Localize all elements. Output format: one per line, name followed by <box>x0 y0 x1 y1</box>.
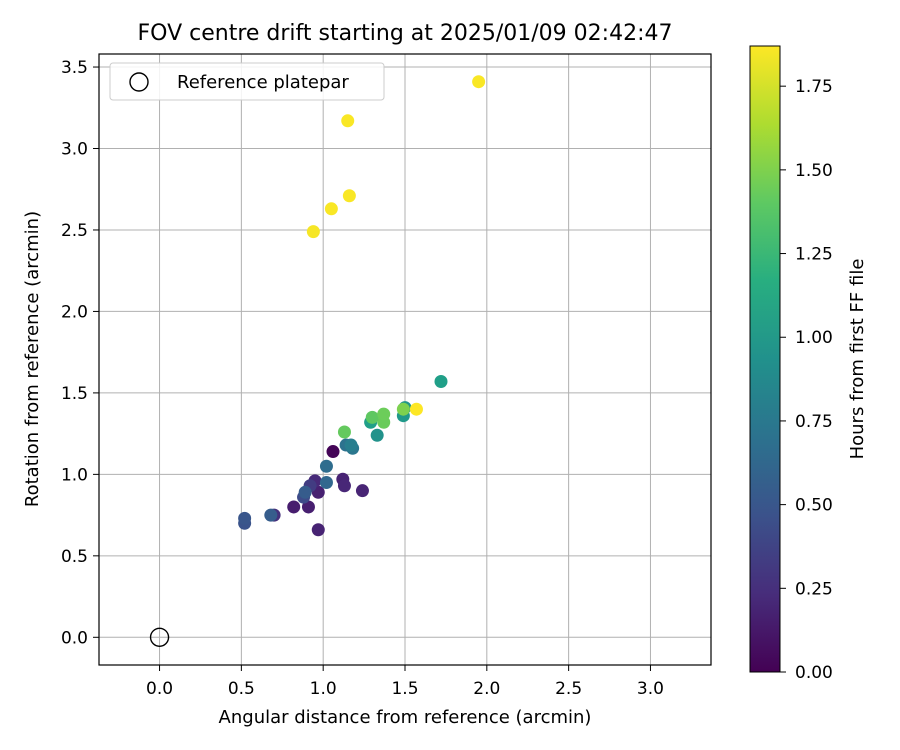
legend-marker <box>129 72 149 92</box>
data-points <box>238 75 486 537</box>
colorbar-tick-label: 0.50 <box>795 496 833 516</box>
legend: Reference platepar <box>109 62 385 101</box>
reference-platepar-marker <box>149 627 170 648</box>
data-point <box>287 500 301 514</box>
colorbar-ticks: 0.00 0.25 0.50 0.75 1.00 1.25 1.50 1.75 <box>780 77 833 683</box>
data-point <box>355 484 369 498</box>
colorbar-tick-label: 0.75 <box>795 412 833 432</box>
y-tick-label: 0.0 <box>61 628 88 648</box>
x-tick-label: 3.0 <box>637 679 664 699</box>
data-point <box>370 428 384 442</box>
data-point <box>365 410 379 424</box>
x-tick-label: 1.5 <box>391 679 418 699</box>
data-point <box>396 402 410 416</box>
data-point <box>301 500 315 514</box>
data-point <box>298 485 312 499</box>
x-axis-label: Angular distance from reference (arcmin) <box>219 707 592 728</box>
data-point <box>326 445 340 459</box>
data-point <box>238 511 252 525</box>
data-point <box>472 75 486 89</box>
legend-box <box>109 62 385 101</box>
y-tick-label: 0.5 <box>61 547 88 567</box>
data-point <box>306 225 320 239</box>
colorbar-tick-label: 0.00 <box>795 663 833 683</box>
data-point <box>337 425 351 439</box>
y-tick-label: 1.5 <box>61 384 88 404</box>
y-tick-label: 3.5 <box>61 58 88 78</box>
colorbar-gradient <box>749 45 781 673</box>
data-point <box>324 202 338 216</box>
colorbar-tick-label: 0.25 <box>795 579 833 599</box>
colorbar-label: Hours from first FF file <box>847 259 868 460</box>
y-tick-label: 3.0 <box>61 140 88 160</box>
x-tick-label: 2.5 <box>555 679 582 699</box>
colorbar-tick-label: 1.75 <box>795 77 833 97</box>
data-point <box>344 438 358 452</box>
data-point <box>377 407 391 421</box>
grid <box>99 54 711 665</box>
y-tick-label: 2.0 <box>61 302 88 322</box>
y-tick-label: 1.0 <box>61 465 88 485</box>
colorbar-tick-label: 1.50 <box>795 161 833 181</box>
data-point <box>337 479 351 493</box>
x-tick-label: 0.0 <box>146 679 173 699</box>
x-tick-label: 1.0 <box>310 679 337 699</box>
y-axis-label: Rotation from reference (arcmin) <box>22 211 43 507</box>
colorbar: 0.00 0.25 0.50 0.75 1.00 1.25 1.50 1.75 Hours f… <box>749 45 868 683</box>
chart-title: FOV centre drift starting at 2025/01/09 … <box>138 21 673 46</box>
data-point <box>409 402 423 416</box>
data-point <box>311 523 325 537</box>
data-point <box>319 459 333 473</box>
legend-label: Reference platepar <box>177 72 349 93</box>
y-tick-label: 2.5 <box>61 221 88 241</box>
data-point <box>264 508 278 522</box>
x-tick-label: 0.5 <box>228 679 255 699</box>
colorbar-tick-label: 1.00 <box>795 328 833 348</box>
data-point <box>434 374 448 388</box>
data-point <box>341 114 355 128</box>
colorbar-tick-label: 1.25 <box>795 245 833 265</box>
data-point <box>319 476 333 490</box>
y-axis-ticks: 0.0 0.5 1.0 1.5 2.0 2.5 3.0 3.5 <box>61 58 99 648</box>
data-point <box>342 189 356 203</box>
x-tick-label: 2.0 <box>473 679 500 699</box>
x-axis-ticks: 0.0 0.5 1.0 1.5 2.0 2.5 3.0 <box>146 665 664 699</box>
